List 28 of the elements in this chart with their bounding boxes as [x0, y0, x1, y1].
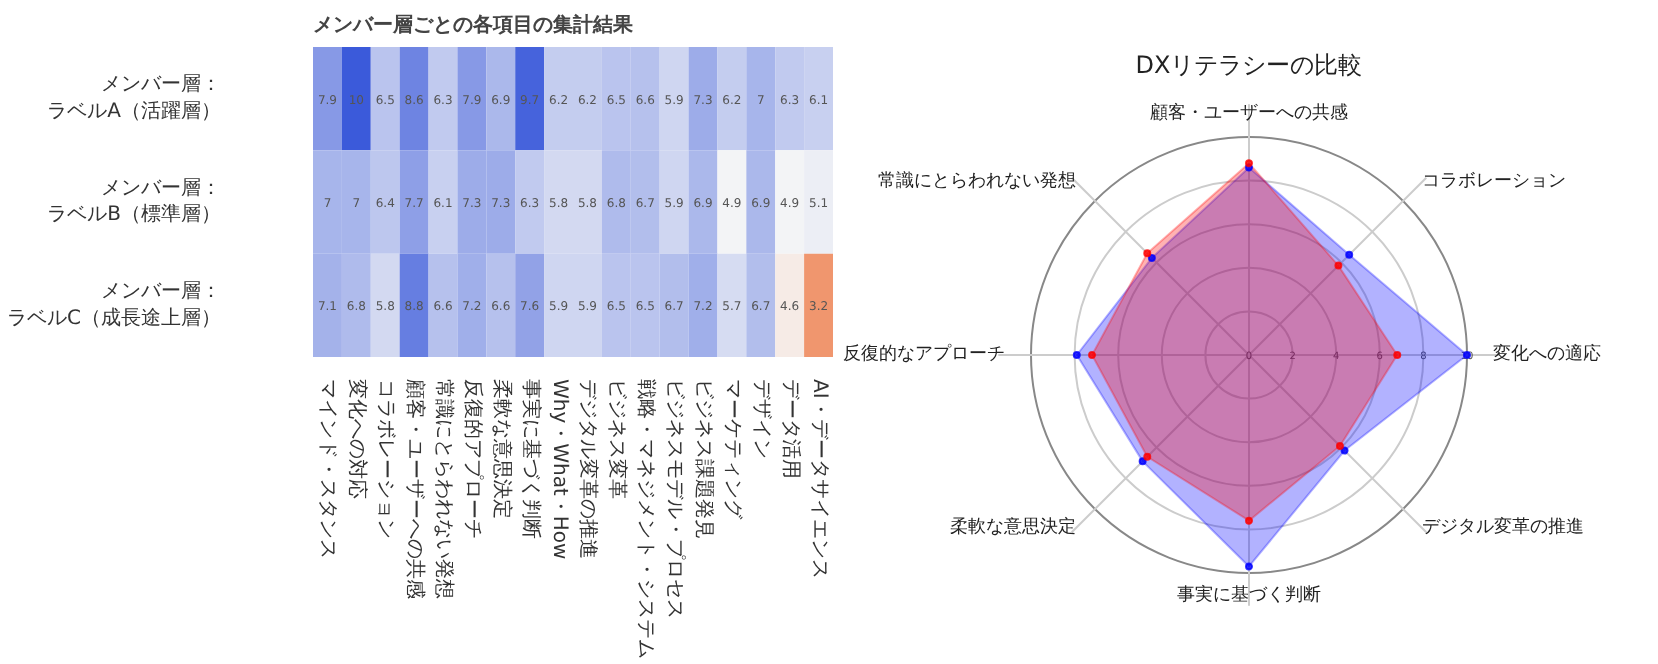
spoke-label: 顧客・ユーザーへの共感 [1150, 101, 1348, 124]
chart-title: DXリテラシーの比較 [1135, 51, 1363, 79]
x-tick-label: 柔軟な意思決定 [489, 379, 514, 519]
x-tick-label: 顧客・ユーザーへの共感 [403, 379, 428, 599]
spoke-label: 変化への適応 [1493, 343, 1602, 365]
y-tick-label: メンバー層：ラベルA（活躍層） [47, 74, 222, 123]
x-tick-label: コラボレーション [374, 379, 397, 539]
x-tick-label: 変化への対応 [345, 379, 370, 499]
x-tick-label: データ活用 [778, 379, 803, 479]
x-tick-label: ビジネス変革 [605, 379, 630, 499]
x-tick-label: 戦略・マネジメント・システム [634, 379, 659, 659]
x-tick-label: デザイン [749, 379, 772, 459]
y-tick-label: メンバー層：ラベルB（標準層） [47, 177, 222, 227]
x-tick-label: Why・What・How [547, 379, 570, 560]
x-tick-label: ビジネスモデル・プロセス [663, 379, 688, 619]
y-tick-label: メンバー層：ラベルC（成長途上層） [7, 281, 221, 330]
x-tick-label: ビジネス課題発見 [692, 379, 716, 539]
x-tick-label: 反復的アプローチ [460, 379, 485, 539]
spoke-label: 反復的なアプローチ [842, 343, 1005, 365]
x-tick-label: デジタル変革の推進 [576, 379, 601, 559]
x-tick-label: マーケティング [720, 379, 743, 521]
x-tick-label: AI・データサイエンス [807, 379, 830, 579]
spoke-label: 常識にとらわれない発想 [878, 170, 1077, 193]
x-tick-label: 事実に基づく判断 [518, 379, 543, 539]
x-tick-label: マインド・スタンス [316, 379, 339, 559]
x-tick-label: 常識にとらわれない発想 [432, 379, 456, 599]
spoke-label: コラボレーション [1421, 170, 1566, 193]
chart-title: メンバー層ごとの各項目の集計結果 [313, 13, 635, 37]
